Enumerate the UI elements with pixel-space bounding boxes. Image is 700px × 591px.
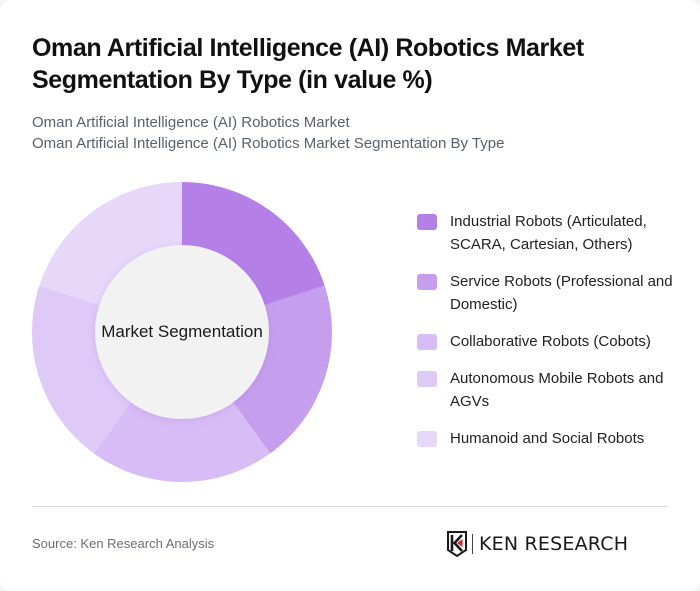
legend-swatch xyxy=(417,214,437,230)
ken-research-logo[interactable]: KEN RESEARCH xyxy=(447,531,628,557)
legend-item-industrial-robots[interactable]: Industrial Robots (Articulated, SCARA, C… xyxy=(417,210,687,256)
legend-label: Autonomous Mobile Robots and AGVs xyxy=(450,370,664,410)
subtitle-line-2: Oman Artificial Intelligence (AI) Roboti… xyxy=(32,135,505,152)
legend-item-collaborative-robots[interactable]: Collaborative Robots (Cobots) xyxy=(417,330,687,353)
ken-research-shield-icon xyxy=(447,531,467,557)
donut-svg xyxy=(31,182,333,482)
chart-legend: Industrial Robots (Articulated, SCARA, C… xyxy=(417,210,687,464)
donut-hole xyxy=(95,245,269,419)
logo-separator xyxy=(472,534,473,554)
legend-label: Service Robots (Professional and Domesti… xyxy=(450,273,673,313)
donut-chart: Market Segmentation xyxy=(30,180,334,484)
legend-swatch xyxy=(417,334,437,350)
footer-divider xyxy=(32,506,668,507)
legend-item-humanoid-social-robots[interactable]: Humanoid and Social Robots xyxy=(417,427,687,450)
subtitle-line-1: Oman Artificial Intelligence (AI) Roboti… xyxy=(32,114,350,131)
chart-title: Oman Artificial Intelligence (AI) Roboti… xyxy=(32,34,584,94)
legend-swatch xyxy=(417,431,437,447)
logo-text: KEN RESEARCH xyxy=(479,533,629,555)
legend-label: Collaborative Robots (Cobots) xyxy=(450,333,651,350)
source-note: Source: Ken Research Analysis xyxy=(32,536,215,551)
legend-label: Industrial Robots (Articulated, SCARA, C… xyxy=(450,213,647,253)
legend-item-autonomous-mobile-robots[interactable]: Autonomous Mobile Robots and AGVs xyxy=(417,367,687,413)
legend-swatch xyxy=(417,274,437,290)
legend-swatch xyxy=(417,371,437,387)
legend-item-service-robots[interactable]: Service Robots (Professional and Domesti… xyxy=(417,270,687,316)
chart-subtitle: Oman Artificial Intelligence (AI) Roboti… xyxy=(32,112,672,154)
legend-label: Humanoid and Social Robots xyxy=(450,430,645,447)
